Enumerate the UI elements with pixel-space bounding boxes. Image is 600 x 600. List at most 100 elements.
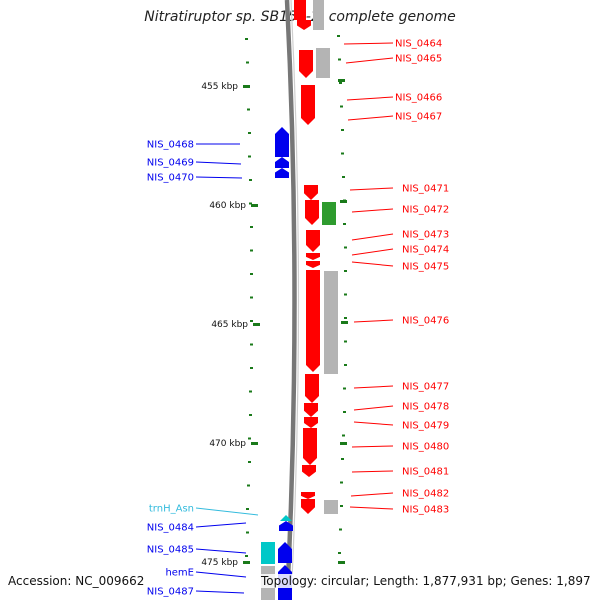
scale-tick-minor-left — [250, 367, 253, 369]
gene-label-left: NIS_0469 — [147, 158, 194, 169]
scale-tick-minor-left — [246, 531, 249, 534]
gene-forward-arrow — [306, 253, 320, 260]
scale-tick-major — [253, 323, 260, 326]
scale-tick-major-right — [340, 442, 347, 445]
scale-tick-minor-left — [248, 437, 251, 440]
gene-leader-line — [195, 590, 245, 594]
scale-tick-minor-right — [337, 35, 340, 37]
gene-forward-arrow — [306, 270, 320, 372]
gray-feature-block — [324, 271, 338, 374]
scale-tick-minor-right — [343, 223, 346, 225]
gray-feature-block — [324, 500, 338, 514]
scale-tick-minor-right — [341, 458, 344, 460]
scale-label: 470 kbp — [209, 439, 246, 449]
gene-leader-line — [345, 57, 394, 64]
scale-label: 460 kbp — [209, 201, 246, 211]
scale-tick-minor-right — [342, 176, 345, 178]
scale-tick-minor-left — [249, 179, 252, 181]
gene-leader-line — [350, 492, 394, 497]
gene-forward-arrow — [301, 499, 315, 514]
gene-leader-line — [349, 506, 394, 510]
scale-tick-major-right — [340, 200, 347, 203]
scale-tick-minor-right — [344, 340, 347, 343]
gene-leader-line — [353, 405, 394, 411]
scale-tick-minor-left — [249, 202, 252, 205]
rna-feature-block — [261, 542, 275, 564]
gene-label-left: NIS_0470 — [147, 173, 194, 184]
scale-tick-major-right — [341, 321, 348, 324]
gene-leader-line — [195, 522, 247, 528]
gene-reverse-arrow — [275, 157, 289, 168]
gene-label-right: NIS_0472 — [402, 205, 449, 216]
scale-tick-minor-right — [339, 528, 342, 531]
gene-reverse-arrow — [279, 521, 293, 531]
scale-tick-minor-right — [338, 58, 341, 61]
scale-tick-minor-left — [247, 108, 250, 111]
gene-leader-line — [351, 470, 394, 473]
gene-forward-arrow — [306, 261, 320, 268]
gene-forward-arrow — [304, 417, 318, 428]
gene-forward-arrow — [302, 465, 316, 477]
gene-leader-line — [195, 548, 247, 554]
gene-label-right: NIS_0476 — [402, 316, 449, 327]
scale-tick-minor-left — [248, 461, 251, 463]
scale-tick-minor-left — [250, 226, 253, 228]
gene-label-right: NIS_0475 — [402, 262, 449, 273]
gene-label-right: NIS_0480 — [402, 442, 449, 453]
gene-label-right: NIS_0466 — [395, 93, 442, 104]
gene-forward-arrow — [301, 85, 315, 125]
gene-forward-arrow — [304, 185, 318, 200]
scale-tick-major-right — [338, 79, 345, 82]
scale-tick-major — [243, 561, 250, 564]
scale-tick-minor-right — [340, 105, 343, 108]
gene-label-right: NIS_0482 — [402, 489, 449, 500]
gene-label-right: NIS_0464 — [395, 39, 442, 50]
scale-tick-minor-left — [245, 38, 248, 40]
gene-leader-line — [195, 507, 259, 516]
scale-tick-minor-right — [343, 387, 346, 390]
scale-tick-minor-right — [343, 411, 346, 413]
scale-tick-major — [251, 442, 258, 445]
gene-label-left: trnH_Asn — [149, 504, 194, 515]
gene-leader-line — [347, 115, 394, 121]
gray-feature-top — [313, 0, 324, 30]
scale-tick-minor-left — [249, 414, 252, 416]
gene-label-right: NIS_0483 — [402, 505, 449, 516]
scale-tick-minor-left — [247, 484, 250, 487]
scale-tick-minor-left — [245, 555, 248, 557]
scale-tick-minor-left — [250, 273, 253, 275]
gene-label-left: NIS_0484 — [147, 523, 194, 534]
gene-forward-arrow — [303, 428, 317, 465]
gene-leader-line — [351, 248, 394, 256]
gene-forward-arrow — [299, 50, 313, 78]
gene-label-right: NIS_0478 — [402, 402, 449, 413]
scale-tick-minor-left — [250, 296, 253, 299]
gene-leader-line — [351, 208, 394, 213]
scale-tick-minor-right — [341, 152, 344, 155]
scale-tick-minor-right — [344, 293, 347, 296]
scale-tick-minor-right — [340, 505, 343, 507]
gene-leader-line — [195, 161, 242, 165]
gene-segment-top — [294, 0, 306, 20]
gene-label-right: NIS_0467 — [395, 112, 442, 123]
gene-forward-arrow — [297, 20, 311, 30]
gene-leader-line — [343, 42, 394, 45]
gene-forward-arrow — [301, 492, 315, 499]
scale-tick-minor-right — [338, 552, 341, 554]
gene-leader-line — [351, 233, 394, 241]
scale-tick-minor-right — [344, 364, 347, 366]
scale-tick-minor-left — [249, 390, 252, 393]
scale-tick-major — [251, 204, 258, 207]
gene-label-left: NIS_0468 — [147, 140, 194, 151]
scale-tick-minor-right — [344, 270, 347, 272]
gene-label-right: NIS_0471 — [402, 184, 449, 195]
scale-tick-minor-left — [248, 155, 251, 158]
scale-tick-minor-right — [339, 82, 342, 84]
gene-label-left: hemE — [165, 568, 194, 579]
gene-reverse-arrow — [278, 542, 292, 563]
gene-leader-line — [353, 421, 394, 426]
scale-tick-minor-left — [246, 61, 249, 64]
trna-feature — [280, 515, 292, 521]
scale-tick-minor-right — [344, 246, 347, 249]
